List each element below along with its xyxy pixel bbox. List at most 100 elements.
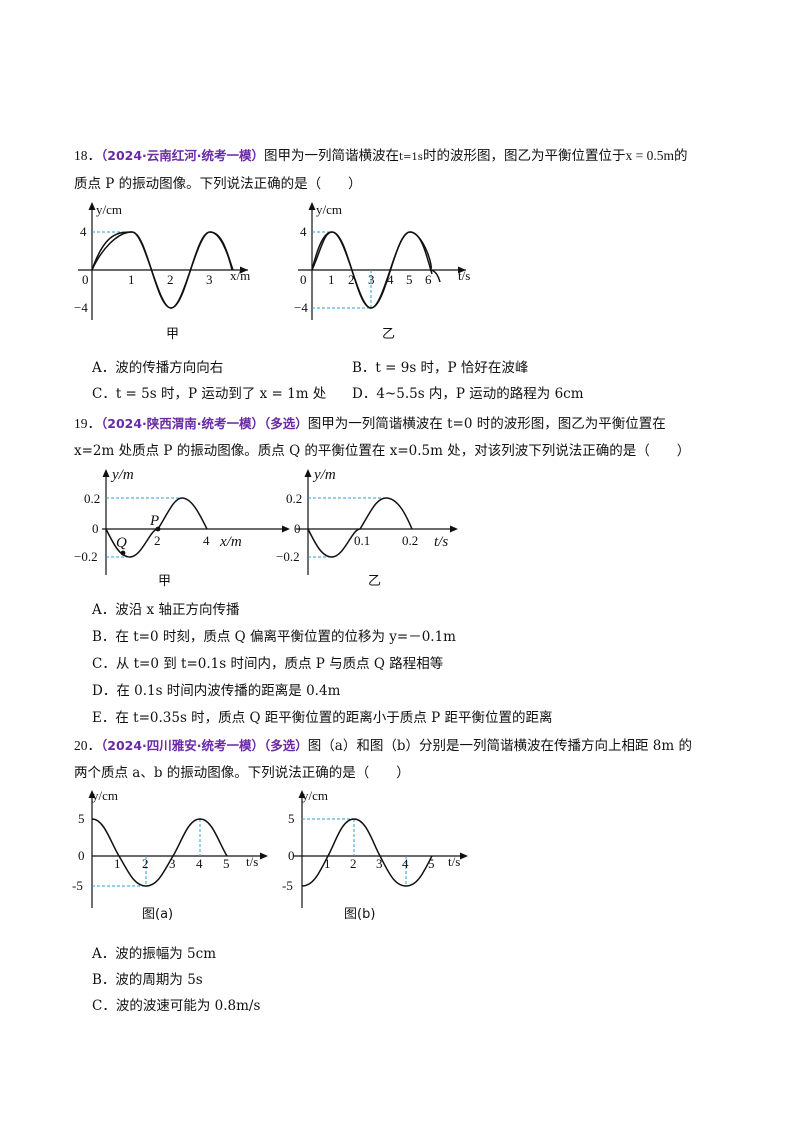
ytick: 4 — [80, 224, 87, 239]
ytick: 4 — [300, 224, 307, 239]
stem-text: 的 — [673, 148, 688, 164]
stem-time: t=1s — [399, 152, 423, 163]
xtick: 5 — [406, 272, 413, 287]
axis-xlabel: x/m — [219, 534, 242, 550]
xtick: 6 — [425, 272, 432, 287]
figure-caption: 乙 — [382, 327, 395, 342]
option-c[interactable]: C．波的波速可能为 0.8m/s — [92, 998, 261, 1014]
option-b[interactable]: B．波的周期为 5s — [92, 972, 203, 988]
option-c[interactable]: C．t = 5s 时，P 运动到了 x = 1m 处 — [92, 386, 327, 402]
question-number: 20． — [74, 738, 101, 753]
ytick: −0.2 — [74, 549, 98, 564]
question-20-stem: 20．（2024·四川雅安·统考一模）（多选）图（a）和图（b）分别是一列简谐横… — [74, 732, 734, 787]
option-b[interactable]: B．在 t=0 时刻，质点 Q 偏离平衡位置的位移为 y=－0.1m — [92, 629, 456, 645]
question-source: （2024·四川雅安·统考一模）（多选） — [101, 738, 308, 753]
stem-text: 图甲为一列简谐横波在 — [264, 148, 400, 164]
question-number: 19． — [74, 416, 101, 431]
option-a[interactable]: A．波的传播方向向右 — [92, 360, 224, 376]
xtick: 2 — [350, 856, 357, 871]
axis-xlabel: t/s — [246, 854, 258, 869]
xtick: 3 — [376, 856, 383, 871]
ytick: −0.2 — [276, 549, 300, 564]
xtick: 4 — [196, 856, 203, 871]
figure-20-left: y/cm t/s 5 0 -5 1 2 3 4 5 图(a) — [72, 788, 268, 922]
xtick: 2 — [167, 272, 174, 287]
xtick: 2 — [348, 272, 355, 287]
xtick: 3 — [169, 856, 176, 871]
question-number: 18． — [74, 148, 101, 163]
axis-ylabel: y/cm — [302, 788, 328, 803]
axis-xlabel: t/s — [434, 534, 448, 550]
figure-caption: 甲 — [158, 574, 171, 589]
xtick: 0 — [82, 272, 89, 287]
option-d[interactable]: D．4~5.5s 内，P 运动的路程为 6cm — [352, 386, 584, 402]
question-18-stem: 18．（2024·云南红河·统考一模）图甲为一列简谐横波在t=1s时的波形图，图… — [74, 142, 734, 198]
ytick: -5 — [72, 878, 83, 893]
xtick: 0 — [300, 272, 307, 287]
axis-xlabel: t/s — [458, 268, 470, 283]
axis-ylabel: y/m — [312, 467, 336, 483]
figure-caption: 甲 — [166, 327, 179, 342]
option-b[interactable]: B．t = 9s 时，P 恰好在波峰 — [352, 360, 529, 376]
figure-20-right: y/cm t/s 5 0 -5 1 2 3 4 5 图(b) — [282, 788, 468, 922]
stem-text: 质点 P 的振动图像。下列说法正确的是（ ） — [74, 176, 362, 192]
axis-ylabel: y/m — [110, 467, 134, 483]
figure-caption: 图(a) — [142, 907, 173, 922]
option-d[interactable]: D．在 0.1s 时间内波传播的距离是 0.4m — [92, 683, 341, 699]
point-label: P — [149, 513, 159, 529]
option-e[interactable]: E．在 t=0.35s 时，质点 Q 距平衡位置的距离小于质点 P 距平衡位置的… — [92, 710, 553, 726]
stem-text: 图（a）和图（b）分别是一列简谐横波在传播方向上相距 8m 的 — [307, 738, 692, 754]
ytick: 0.2 — [286, 491, 302, 506]
xtick: 1 — [328, 272, 335, 287]
option-a[interactable]: A．波沿 x 轴正方向传播 — [92, 602, 240, 618]
ytick: 0.2 — [84, 491, 100, 506]
axis-xlabel: x/m — [230, 268, 250, 283]
ytick: 0 — [288, 848, 295, 863]
stem-text: x=2m 处质点 P 的振动图像。质点 Q 的平衡位置在 x=0.5m 处，对该… — [74, 443, 691, 459]
xtick: 5 — [428, 856, 435, 871]
axis-ylabel: y/cm — [96, 202, 122, 217]
question-source: （2024·云南红河·统考一模） — [101, 148, 265, 163]
xtick: 1 — [324, 856, 331, 871]
stem-position: x = 0.5m — [625, 148, 674, 163]
point-label: Q — [116, 535, 127, 551]
option-a[interactable]: A．波的振幅为 5cm — [92, 946, 216, 962]
question-19-stem: 19．（2024·陕西渭南·统考一模）（多选）图甲为一列简谐横波在 t=0 时的… — [74, 410, 734, 465]
xtick: 4 — [387, 272, 394, 287]
xtick: 4 — [203, 533, 210, 548]
figure-caption: 乙 — [368, 574, 381, 589]
figure-18-left: y/cm x/m 4 −4 0 1 2 3 甲 — [74, 202, 250, 342]
ytick: −4 — [294, 300, 308, 315]
ytick: 5 — [288, 811, 295, 826]
figure-18-right: y/cm t/s 4 −4 0 1 2 3 4 5 6 乙 — [294, 202, 470, 342]
xtick: 5 — [223, 856, 230, 871]
ytick: 0 — [78, 848, 85, 863]
figure-caption: 图(b) — [344, 907, 375, 922]
xtick: 2 — [142, 856, 149, 871]
xtick: 4 — [402, 856, 409, 871]
xtick: 3 — [368, 272, 375, 287]
stem-text: 图甲为一列简谐横波在 t=0 时的波形图，图乙为平衡位置在 — [307, 416, 666, 432]
xtick: 0.2 — [402, 533, 418, 548]
ytick: -5 — [282, 878, 293, 893]
xtick: 2 — [154, 533, 161, 548]
xtick: 1 — [128, 272, 135, 287]
ytick: 0 — [92, 521, 99, 536]
xtick: 1 — [114, 856, 121, 871]
point-p — [155, 526, 161, 532]
stem-text: 两个质点 a、b 的振动图像。下列说法正确的是（ ） — [74, 765, 410, 781]
question-source: （2024·陕西渭南·统考一模）（多选） — [101, 416, 308, 431]
xtick: 3 — [206, 272, 213, 287]
axis-ylabel: y/cm — [316, 202, 342, 217]
figure-19-right: y/m t/s 0.2 0 −0.2 0.1 0.2 乙 — [276, 467, 458, 589]
point-q — [120, 550, 126, 556]
ytick: 5 — [78, 811, 85, 826]
axis-ylabel: y/cm — [92, 788, 118, 803]
stem-text: 时的波形图，图乙为平衡位置位于 — [422, 148, 626, 164]
ytick: −4 — [74, 300, 88, 315]
axis-xlabel: t/s — [448, 854, 460, 869]
ytick: 0 — [294, 521, 301, 536]
figure-19-left: y/m x/m 0.2 0 −0.2 2 4 P Q 甲 — [74, 467, 290, 589]
option-c[interactable]: C．从 t=0 到 t=0.1s 时间内，质点 P 与质点 Q 路程相等 — [92, 656, 444, 672]
xtick: 0.1 — [354, 533, 370, 548]
